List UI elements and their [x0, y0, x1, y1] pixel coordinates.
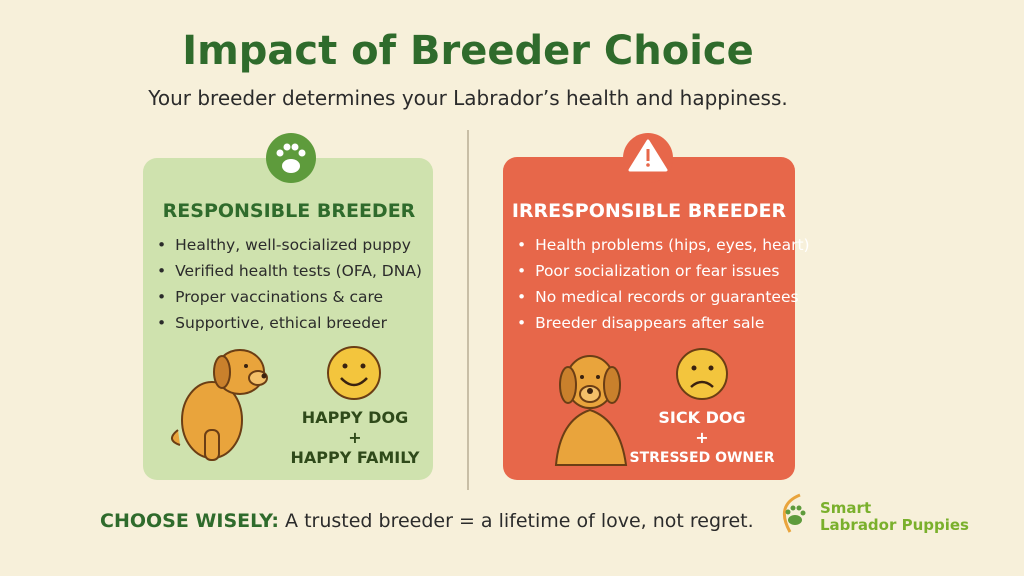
logo-icon — [782, 493, 806, 533]
logo-line: Labrador Puppies — [820, 516, 969, 534]
outcome: HAPPY DOG + HAPPY FAMILY — [270, 408, 440, 468]
sad-face — [676, 348, 728, 400]
footer-lead: CHOOSE WISELY: — [100, 510, 279, 532]
outcome-line: HAPPY DOG — [301, 408, 409, 427]
outcome-line: HAPPY FAMILY — [290, 448, 420, 467]
item-list: Health problems (hips, eyes, heart) Poor… — [517, 232, 810, 336]
list-item: Health problems (hips, eyes, heart) — [517, 232, 809, 258]
panel-heading: IRRESPONSIBLE BREEDER — [511, 200, 787, 222]
outcome-line: + — [695, 428, 709, 447]
outcome-line: STRESSED OWNER — [629, 450, 775, 466]
list-item: Verified health tests (OFA, DNA) — [157, 258, 422, 284]
sick-dog — [554, 355, 628, 466]
title: Impact of Breeder Choice — [182, 28, 754, 74]
list-item: Breeder disappears after sale — [517, 310, 810, 336]
panel-heading: RESPONSIBLE BREEDER — [162, 200, 416, 222]
list-item: Supportive, ethical breeder — [157, 310, 422, 336]
list-item: Poor socialization or fear issues — [517, 258, 810, 284]
outcome-line: SICK DOG — [658, 408, 746, 427]
logo: Smart Labrador Puppies — [820, 500, 969, 534]
paw-icon — [266, 133, 316, 183]
item-list: Healthy, well-socialized puppy Verified … — [157, 232, 422, 336]
happy-dog — [171, 349, 268, 461]
footer-text: A trusted breeder = a lifetime of love, … — [285, 510, 754, 532]
outcome-line: + — [348, 428, 362, 447]
list-item: No medical records or guarantees — [517, 284, 810, 310]
subtitle: Your breeder determines your Labrador’s … — [148, 86, 788, 110]
happy-face — [327, 346, 381, 400]
list-item: Proper vaccinations & care — [157, 284, 422, 310]
logo-line: Smart — [820, 499, 872, 517]
footer: CHOOSE WISELY: A trusted breeder = a lif… — [100, 510, 754, 532]
list-item: Healthy, well-socialized puppy — [157, 232, 422, 258]
outcome: SICK DOG + STRESSED OWNER — [617, 408, 787, 468]
warning-icon — [623, 133, 673, 183]
